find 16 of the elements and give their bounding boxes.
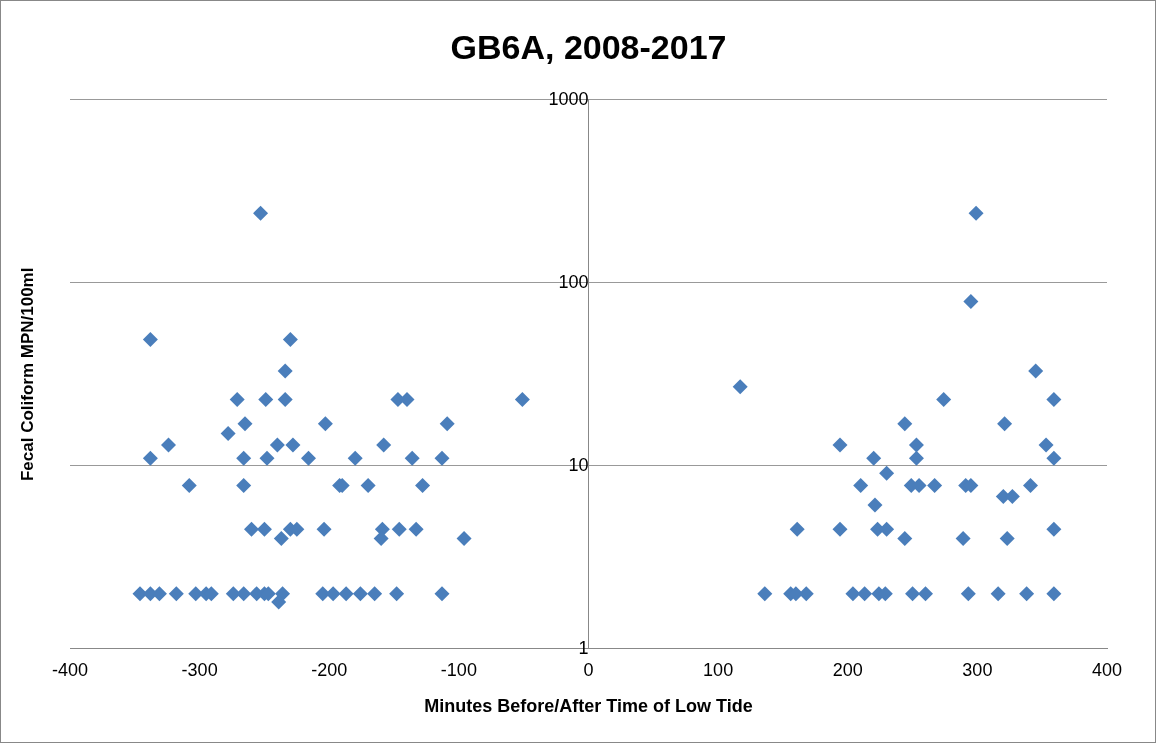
y-tick-label: 10: [568, 454, 589, 475]
x-tick-label: 400: [1091, 659, 1123, 680]
x-tick-label: 200: [832, 659, 863, 680]
x-tick-label: 300: [962, 659, 993, 680]
y-tick-label: 100: [558, 271, 589, 292]
chart-title: GB6A, 2008-2017: [450, 27, 727, 66]
x-tick-label: -300: [181, 659, 218, 680]
y-tick-label: 1: [578, 637, 589, 658]
x-axis-title: Minutes Before/After Time of Low Tide: [424, 696, 753, 717]
y-axis-title: Fecal Coliform MPN/100ml: [17, 267, 37, 482]
y-tick-label: 1000: [548, 88, 589, 109]
x-tick-label: 0: [583, 659, 594, 680]
x-tick-label: -100: [440, 659, 477, 680]
x-tick-label: -200: [311, 659, 348, 680]
x-tick-label: -400: [51, 659, 89, 680]
x-tick-label: 100: [703, 659, 734, 680]
